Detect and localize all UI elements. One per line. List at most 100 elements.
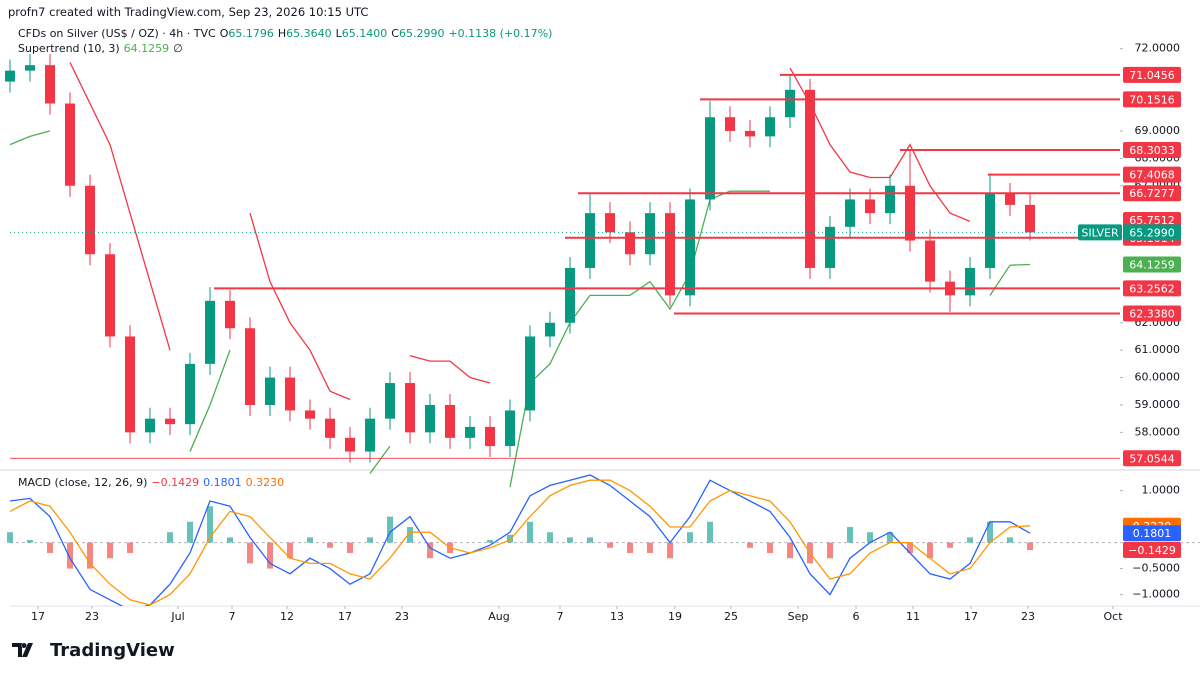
candle-body <box>505 410 515 447</box>
candle-body <box>345 437 355 452</box>
indicator-value: 64.1259 <box>123 42 170 55</box>
candle-body <box>745 130 755 137</box>
candle-body <box>365 418 375 452</box>
histogram-bar <box>887 532 893 543</box>
ohlc-value: 65.3640 <box>286 27 332 40</box>
candle-body <box>885 185 895 214</box>
candle-body <box>445 404 455 438</box>
histogram-bar <box>67 542 73 569</box>
histogram-bar <box>947 542 953 548</box>
ohlc-value: 65.1400 <box>341 27 388 40</box>
histogram-bar <box>207 506 213 543</box>
price-label-box <box>1123 185 1181 202</box>
x-tick-label: 17 <box>338 610 352 623</box>
candle-body <box>125 336 135 433</box>
histogram-bar <box>967 537 973 543</box>
candle-body <box>45 65 55 104</box>
symbol-legend: CFDs on Silver (US$ / OZ) · 4h · TVC O65.… <box>18 27 556 40</box>
y-tick-label: 61.0000 <box>1135 343 1181 356</box>
candle-body <box>765 117 775 137</box>
candle-body <box>965 267 975 296</box>
candle-body <box>585 213 595 268</box>
x-tick-label: 23 <box>1021 610 1035 623</box>
price-label: 66.7277 <box>1129 187 1175 200</box>
histogram-bar <box>367 537 373 543</box>
price-label: 63.2562 <box>1129 282 1175 295</box>
candle-body <box>565 267 575 323</box>
candle-body <box>165 418 175 425</box>
price-label-box <box>1123 525 1181 542</box>
candle-body <box>5 70 15 82</box>
macd-plot <box>7 474 1033 606</box>
candle-body <box>65 103 75 186</box>
candle-body <box>305 410 315 419</box>
candle-body <box>25 65 35 71</box>
supertrend-up <box>9 130 1031 488</box>
x-tick-label: 23 <box>85 610 99 623</box>
histogram-bar <box>787 542 793 559</box>
candle-body <box>685 199 695 296</box>
y-tick-label: 72.0000 <box>1135 42 1181 55</box>
candle-body <box>985 193 995 268</box>
x-tick-label: 25 <box>724 610 738 623</box>
indicator-name: Supertrend (10, 3) <box>18 42 120 55</box>
price-label: 65.7512 <box>1129 214 1175 227</box>
histogram-bar <box>747 542 753 548</box>
histogram-bar <box>1007 537 1013 543</box>
watermark: profn7 created with TradingView.com, Sep… <box>8 5 369 19</box>
ohlc-key: H <box>277 27 287 40</box>
histogram-bar <box>47 542 53 553</box>
histogram-bar <box>987 521 993 543</box>
candle-body <box>625 232 635 255</box>
histogram-bar <box>507 534 513 543</box>
candle-body <box>205 300 215 364</box>
brand: TradingView <box>50 640 175 661</box>
price-label: 62.3380 <box>1129 307 1175 320</box>
histogram-bar <box>347 542 353 553</box>
candle-body <box>225 300 235 329</box>
histogram-bar <box>87 542 93 569</box>
histogram-bar <box>647 542 653 553</box>
symbol-label: SILVER <box>1081 226 1119 239</box>
histogram-bar <box>907 542 913 553</box>
candle-body <box>525 336 535 411</box>
histogram-bar <box>527 521 533 543</box>
price-label-box <box>1123 224 1181 241</box>
x-tick-label: 7 <box>229 610 236 623</box>
candle-body <box>785 89 795 118</box>
supertrend-legend: Supertrend (10, 3) 64.1259 ∅ <box>18 42 187 55</box>
candle-body <box>865 199 875 214</box>
candle-body <box>325 418 335 438</box>
price-label-box <box>1123 211 1181 228</box>
candle-body <box>1025 204 1035 233</box>
histogram-bar <box>607 542 613 548</box>
histogram-bar <box>627 542 633 553</box>
candle-body <box>185 363 195 425</box>
histogram-bar <box>427 542 433 559</box>
histogram-bar <box>107 542 113 559</box>
x-tick-label: Sep <box>788 610 809 623</box>
histogram-bar <box>287 542 293 559</box>
histogram-bar <box>567 537 573 543</box>
legend-value: 0.3230 <box>245 476 285 489</box>
candle-body <box>425 404 435 433</box>
price-label: 70.1516 <box>1129 93 1175 106</box>
legend-value: 0.1801 <box>203 476 242 489</box>
price-label-box <box>1123 142 1181 159</box>
candle-body <box>845 199 855 227</box>
price-label: 68.3033 <box>1129 144 1175 157</box>
y-tick-label: 58.0000 <box>1135 425 1181 438</box>
candle-body <box>605 213 615 233</box>
macd-legend: MACD (close, 12, 26, 9) −0.1429 0.1801 0.32… <box>18 476 288 489</box>
histogram-bar <box>307 537 313 543</box>
price-label: −0.1429 <box>1128 544 1176 557</box>
candle-body <box>1005 193 1015 205</box>
histogram-bar <box>847 527 853 543</box>
histogram-bar <box>267 542 273 569</box>
histogram-bar <box>1027 542 1033 551</box>
x-tick-label: Aug <box>488 610 509 623</box>
price-label: 64.1259 <box>1129 258 1175 271</box>
histogram-bar <box>487 540 493 543</box>
candle-body <box>405 383 415 433</box>
